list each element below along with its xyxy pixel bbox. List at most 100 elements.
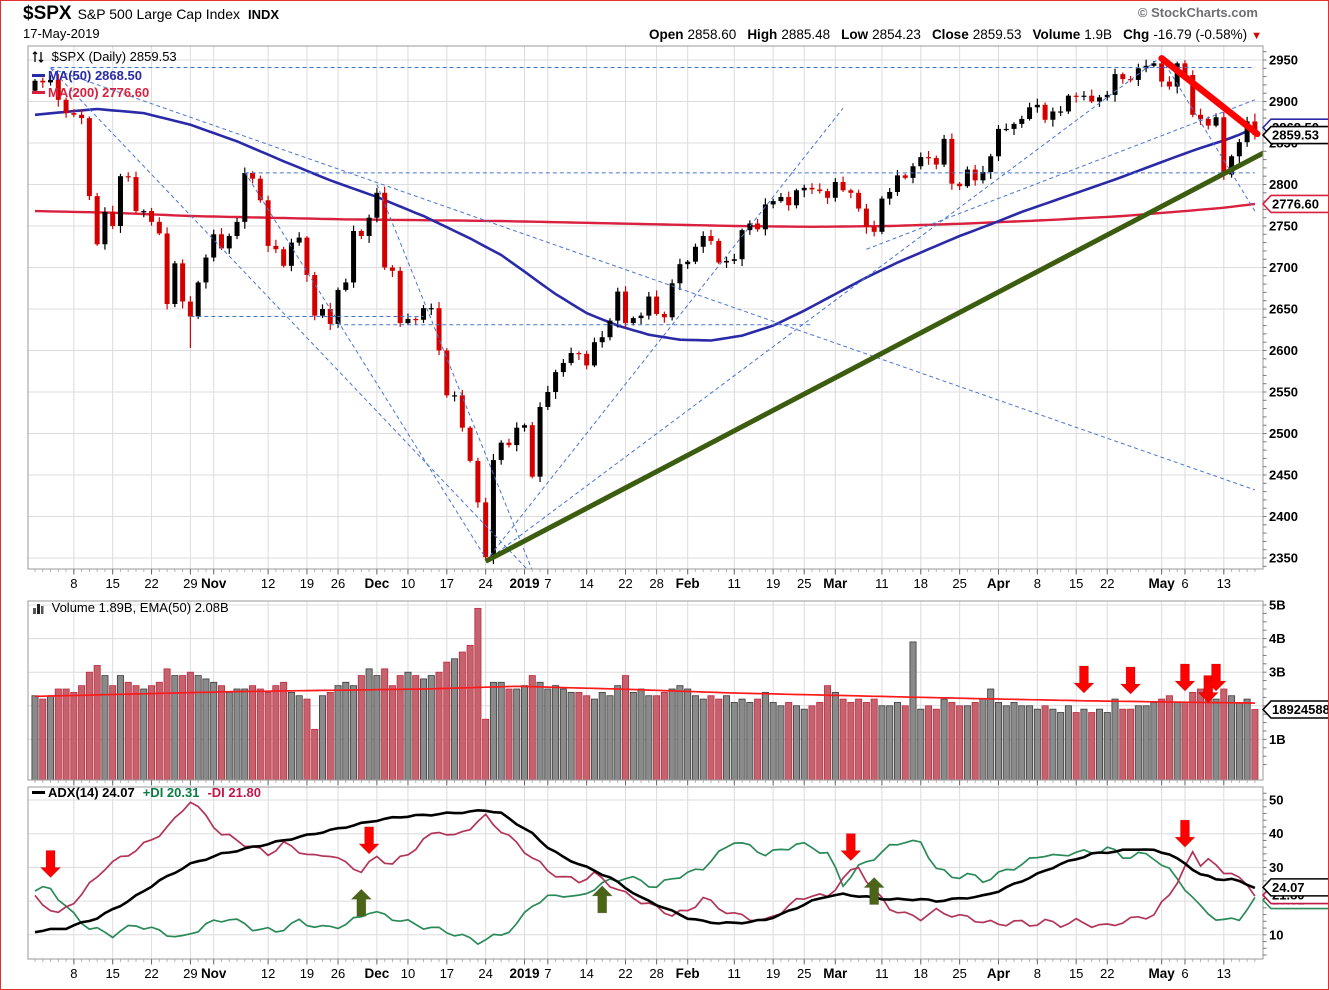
axis-marker: 18924588 <box>1261 700 1329 719</box>
quote-row: Open 2858.60 High 2885.48 Low 2854.23 Close 285… <box>649 27 1262 42</box>
svg-text:10: 10 <box>401 966 415 981</box>
price-plot <box>32 55 1263 569</box>
svg-text:2019: 2019 <box>509 576 539 591</box>
svg-text:17: 17 <box>440 576 454 591</box>
adx-panel: 10203040508152229Nov121926Dec10172420197… <box>27 786 1328 981</box>
svg-text:10: 10 <box>401 576 415 591</box>
adx-swatch <box>32 791 45 795</box>
svg-text:14: 14 <box>579 966 593 981</box>
open-label: Open <box>648 27 684 42</box>
volume-legend: Volume 1.89B, EMA(50) 2.08B <box>32 600 229 617</box>
svg-text:22: 22 <box>618 966 632 981</box>
svg-text:8: 8 <box>70 966 77 981</box>
svg-text:2600: 2600 <box>1269 343 1298 358</box>
svg-text:40: 40 <box>1269 826 1283 841</box>
svg-text:Apr: Apr <box>987 966 1011 981</box>
svg-text:15: 15 <box>105 576 119 591</box>
signal-up-arrow <box>591 885 614 914</box>
ma200-line <box>34 202 1256 229</box>
svg-text:Mar: Mar <box>823 966 848 981</box>
svg-text:Mar: Mar <box>823 576 848 591</box>
svg-text:5B: 5B <box>1269 598 1286 613</box>
trendline-annotations <box>50 55 1263 569</box>
svg-text:8: 8 <box>70 576 77 591</box>
svg-text:2500: 2500 <box>1269 426 1298 441</box>
volume-bars-icon <box>32 602 44 617</box>
svg-text:2350: 2350 <box>1269 551 1298 566</box>
axis-marker: 24.07 <box>1261 878 1328 897</box>
svg-text:22: 22 <box>144 576 158 591</box>
svg-text:14: 14 <box>579 576 593 591</box>
dashed-trendline <box>50 67 1256 491</box>
svg-text:Apr: Apr <box>987 576 1011 591</box>
plus-di-legend-value: +DI 20.31 <box>142 785 200 800</box>
ma50-swatch <box>32 74 45 78</box>
svg-text:May: May <box>1149 576 1176 591</box>
svg-text:18: 18 <box>914 576 928 591</box>
svg-text:50: 50 <box>1269 793 1283 808</box>
svg-text:7: 7 <box>544 576 551 591</box>
candlestick-type-icon <box>32 50 44 67</box>
svg-text:13: 13 <box>1217 576 1231 591</box>
change-down-triangle-icon: ▼ <box>1251 30 1262 42</box>
svg-text:24.07: 24.07 <box>1272 880 1305 895</box>
symbol-exchange: INDX <box>248 7 280 22</box>
volume-bars <box>31 607 1259 781</box>
svg-text:2776.60: 2776.60 <box>1272 196 1319 211</box>
svg-text:25: 25 <box>952 576 966 591</box>
svg-text:12: 12 <box>261 576 275 591</box>
signal-down-arrow <box>1197 674 1220 704</box>
dashed-trendline <box>50 67 528 569</box>
svg-text:2450: 2450 <box>1269 468 1298 483</box>
dashed-trendline <box>866 99 1256 250</box>
svg-text:2019: 2019 <box>509 966 539 981</box>
symbol-name: S&P 500 Large Cap Index <box>77 6 241 22</box>
svg-text:15: 15 <box>1069 576 1083 591</box>
axis-marker: 2776.60 <box>1261 194 1328 214</box>
svg-text:19: 19 <box>300 966 314 981</box>
svg-text:2950: 2950 <box>1269 53 1298 68</box>
svg-text:28: 28 <box>649 966 663 981</box>
svg-text:6: 6 <box>1181 966 1188 981</box>
volume-ema-line <box>34 685 1255 704</box>
svg-text:11: 11 <box>728 576 742 591</box>
price-panel: 2350 2400 2450 2500 2550 2600 2650 2700 2750 2800… <box>27 45 1328 591</box>
svg-text:1B: 1B <box>1269 732 1286 747</box>
axis-marker: 2859.53 <box>1261 125 1328 145</box>
svg-text:26: 26 <box>331 966 345 981</box>
svg-text:3B: 3B <box>1269 665 1286 680</box>
ma50-legend: MA(50) 2868.50 <box>48 68 142 83</box>
svg-text:29: 29 <box>183 576 197 591</box>
svg-text:30: 30 <box>1269 860 1283 875</box>
svg-text:Dec: Dec <box>364 966 389 981</box>
svg-text:26: 26 <box>331 576 345 591</box>
signal-down-arrow <box>1119 666 1142 695</box>
svg-text:May: May <box>1149 966 1176 981</box>
svg-text:28: 28 <box>649 576 663 591</box>
close-label: Close <box>931 27 969 42</box>
svg-text:24: 24 <box>478 966 492 981</box>
svg-text:2650: 2650 <box>1269 302 1298 317</box>
svg-text:22: 22 <box>144 966 158 981</box>
svg-text:19: 19 <box>766 966 780 981</box>
svg-text:18924588: 18924588 <box>1272 702 1329 717</box>
minus-di-legend-value: -DI 21.80 <box>207 785 261 800</box>
svg-text:22: 22 <box>618 576 632 591</box>
svg-text:2800: 2800 <box>1269 177 1298 192</box>
ma50-line <box>34 107 1256 342</box>
adx-legend: ADX(14) 24.07 +DI 20.31 -DI 21.80 <box>32 785 261 800</box>
chg-label: Chg <box>1123 27 1150 42</box>
svg-text:13: 13 <box>1217 966 1231 981</box>
svg-text:22: 22 <box>1100 576 1114 591</box>
signal-down-arrow <box>1204 663 1228 692</box>
svg-text:25: 25 <box>797 966 811 981</box>
plus-di-line <box>34 839 1256 946</box>
svg-text:11: 11 <box>728 966 742 981</box>
price-legend-title: $SPX (Daily) <box>51 49 127 64</box>
signal-up-arrow <box>862 876 886 906</box>
svg-text:6: 6 <box>1181 576 1188 591</box>
symbol: $SPX <box>23 3 72 24</box>
svg-text:12: 12 <box>261 966 275 981</box>
ma200-legend: MA(200) 2776.60 <box>48 85 150 100</box>
